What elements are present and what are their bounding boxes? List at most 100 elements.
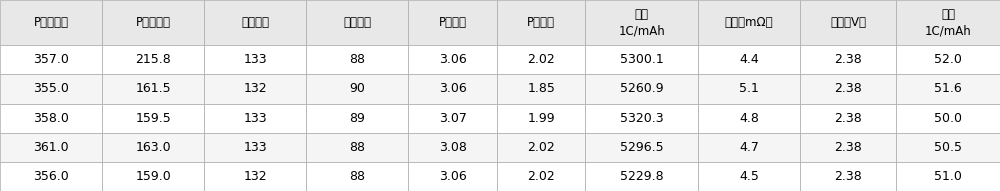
Text: 50.5: 50.5 — [934, 141, 962, 154]
Bar — [0, 104, 102, 133]
Bar — [408, 0, 497, 45]
Text: 50.0: 50.0 — [934, 112, 962, 125]
Text: 3.08: 3.08 — [439, 141, 467, 154]
Text: 电压（V）: 电压（V） — [830, 16, 866, 29]
Text: 51.0: 51.0 — [934, 170, 962, 183]
Text: P负压实: P负压实 — [527, 16, 555, 29]
Bar — [896, 104, 1000, 133]
Text: 88: 88 — [349, 170, 365, 183]
Text: P正固密度: P正固密度 — [34, 16, 69, 29]
Text: 159.0: 159.0 — [135, 170, 171, 183]
Text: 215.8: 215.8 — [135, 53, 171, 66]
Text: P正压实: P正压实 — [439, 16, 467, 29]
Text: 2.38: 2.38 — [834, 141, 862, 154]
Bar — [204, 104, 306, 133]
Text: 2.38: 2.38 — [834, 83, 862, 96]
Text: 2.02: 2.02 — [527, 53, 555, 66]
Text: 2.02: 2.02 — [527, 141, 555, 154]
Text: 3.07: 3.07 — [439, 112, 467, 125]
Bar — [698, 162, 800, 191]
Bar — [497, 133, 585, 162]
Bar — [698, 45, 800, 74]
Bar — [896, 0, 1000, 45]
Text: 5.1: 5.1 — [739, 83, 759, 96]
Bar — [800, 104, 896, 133]
Bar — [698, 0, 800, 45]
Text: 内阵（mΩ）: 内阵（mΩ） — [725, 16, 773, 29]
Text: 356.0: 356.0 — [33, 170, 69, 183]
Text: 161.5: 161.5 — [135, 83, 171, 96]
Text: 358.0: 358.0 — [33, 112, 69, 125]
Bar — [698, 104, 800, 133]
Bar — [102, 133, 204, 162]
Bar — [306, 133, 408, 162]
Bar — [585, 162, 698, 191]
Bar — [497, 74, 585, 104]
Text: 1.85: 1.85 — [527, 83, 555, 96]
Text: 负极厚度: 负极厚度 — [343, 16, 371, 29]
Bar — [585, 45, 698, 74]
Text: 357.0: 357.0 — [33, 53, 69, 66]
Text: 4.8: 4.8 — [739, 112, 759, 125]
Bar — [306, 162, 408, 191]
Text: 88: 88 — [349, 141, 365, 154]
Text: 4.4: 4.4 — [739, 53, 759, 66]
Text: 88: 88 — [349, 53, 365, 66]
Bar — [896, 45, 1000, 74]
Bar — [0, 133, 102, 162]
Bar — [204, 45, 306, 74]
Text: 133: 133 — [243, 141, 267, 154]
Text: 2.38: 2.38 — [834, 170, 862, 183]
Bar — [0, 0, 102, 45]
Text: 89: 89 — [349, 112, 365, 125]
Text: 3.06: 3.06 — [439, 170, 466, 183]
Text: 正极厚度: 正极厚度 — [241, 16, 269, 29]
Bar — [306, 104, 408, 133]
Text: 2.38: 2.38 — [834, 112, 862, 125]
Bar — [204, 74, 306, 104]
Bar — [0, 45, 102, 74]
Bar — [306, 0, 408, 45]
Text: 4.7: 4.7 — [739, 141, 759, 154]
Text: 163.0: 163.0 — [135, 141, 171, 154]
Text: 5229.8: 5229.8 — [620, 170, 663, 183]
Bar — [800, 0, 896, 45]
Text: 3.06: 3.06 — [439, 53, 466, 66]
Text: 平台
1C/mAh: 平台 1C/mAh — [925, 8, 971, 37]
Bar — [306, 45, 408, 74]
Bar — [800, 162, 896, 191]
Bar — [585, 104, 698, 133]
Text: 5320.3: 5320.3 — [620, 112, 663, 125]
Bar — [102, 74, 204, 104]
Bar — [102, 104, 204, 133]
Bar — [800, 45, 896, 74]
Text: 133: 133 — [243, 53, 267, 66]
Bar — [204, 0, 306, 45]
Bar — [102, 162, 204, 191]
Bar — [896, 74, 1000, 104]
Bar — [497, 104, 585, 133]
Text: 5300.1: 5300.1 — [620, 53, 664, 66]
Bar — [408, 104, 497, 133]
Bar — [497, 45, 585, 74]
Bar — [0, 162, 102, 191]
Text: 1.99: 1.99 — [527, 112, 555, 125]
Text: P负固密度: P负固密度 — [136, 16, 171, 29]
Bar — [408, 74, 497, 104]
Bar — [585, 133, 698, 162]
Bar — [204, 133, 306, 162]
Text: 132: 132 — [243, 83, 267, 96]
Bar — [896, 133, 1000, 162]
Text: 容量
1C/mAh: 容量 1C/mAh — [618, 8, 665, 37]
Text: 90: 90 — [349, 83, 365, 96]
Bar — [497, 162, 585, 191]
Text: 133: 133 — [243, 112, 267, 125]
Text: 2.38: 2.38 — [834, 53, 862, 66]
Bar — [497, 0, 585, 45]
Bar — [408, 45, 497, 74]
Text: 51.6: 51.6 — [934, 83, 962, 96]
Bar — [698, 74, 800, 104]
Text: 4.5: 4.5 — [739, 170, 759, 183]
Text: 361.0: 361.0 — [33, 141, 69, 154]
Bar — [698, 133, 800, 162]
